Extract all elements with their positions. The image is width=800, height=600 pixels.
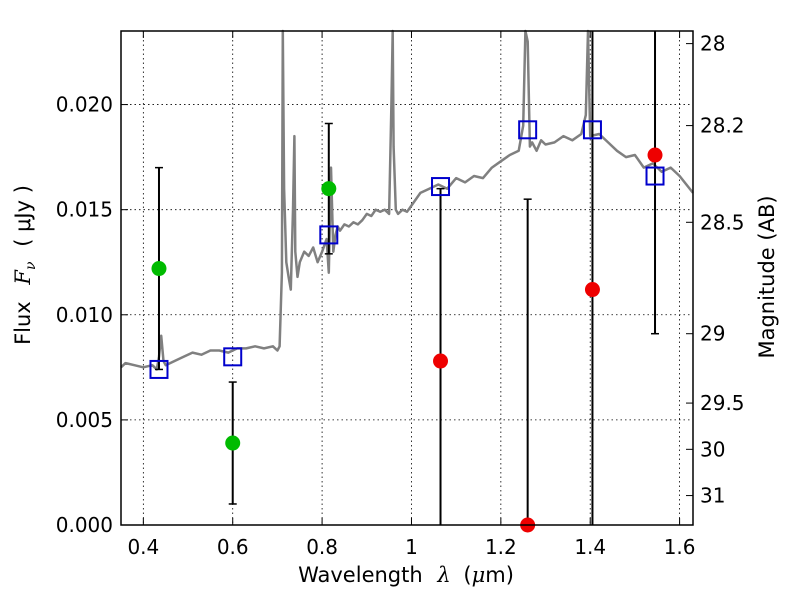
x-tick-label: 1.6 xyxy=(664,535,696,559)
right-tick-label: 29.5 xyxy=(700,391,745,415)
right-tick-label: 28.2 xyxy=(700,114,745,138)
right-tick-label: 28.5 xyxy=(700,210,745,234)
observed-point-circle xyxy=(225,435,241,451)
y-axis-label: Flux Fν ( μJy ) xyxy=(11,185,40,345)
errorbars xyxy=(154,31,660,525)
y-tick-label: 0.020 xyxy=(56,93,113,117)
model-point-square xyxy=(319,225,339,245)
observed-point-circle xyxy=(584,282,600,298)
y-tick-label: 0.015 xyxy=(56,198,113,222)
y-tick-label: 0.010 xyxy=(56,303,113,327)
model-point-square xyxy=(518,120,538,140)
right-tick-label: 28 xyxy=(700,32,725,56)
data-points xyxy=(149,120,665,533)
x-axis-label: Wavelength λ (μm) xyxy=(298,563,514,587)
y-tick-label: 0.000 xyxy=(56,513,113,537)
model-point-square xyxy=(431,177,451,197)
observed-point-circle xyxy=(321,181,337,197)
gridlines xyxy=(121,31,693,526)
right-tick-label: 29 xyxy=(700,322,725,346)
x-tick-label: 0.4 xyxy=(127,535,159,559)
right-tick-label: 31 xyxy=(700,484,725,508)
model-point-square xyxy=(645,166,665,186)
x-tick-label: 1.2 xyxy=(485,535,517,559)
observed-point-circle xyxy=(151,261,167,277)
plot-frame xyxy=(120,30,694,526)
right-tick-label: 30 xyxy=(700,437,725,461)
model-point-square xyxy=(223,347,243,367)
model-point-square xyxy=(149,359,169,379)
x-tick-label: 0.8 xyxy=(306,535,338,559)
axis-ticks: 0.4 0.6 0.8 1 1.2 1.4 1.6 0.000 0.005 0.010 0.015 0… xyxy=(56,31,745,559)
x-tick-label: 0.6 xyxy=(217,535,249,559)
model-spectrum xyxy=(120,29,694,371)
model-point-square xyxy=(582,120,602,140)
right-axis-label: Magnitude (AB) xyxy=(755,195,779,358)
observed-point-circle xyxy=(647,147,663,163)
y-tick-label: 0.005 xyxy=(56,408,113,432)
x-tick-label: 1.4 xyxy=(574,535,606,559)
observed-point-circle xyxy=(433,353,449,369)
x-tick-label: 1 xyxy=(405,535,418,559)
model-spectrum-line xyxy=(120,29,694,371)
